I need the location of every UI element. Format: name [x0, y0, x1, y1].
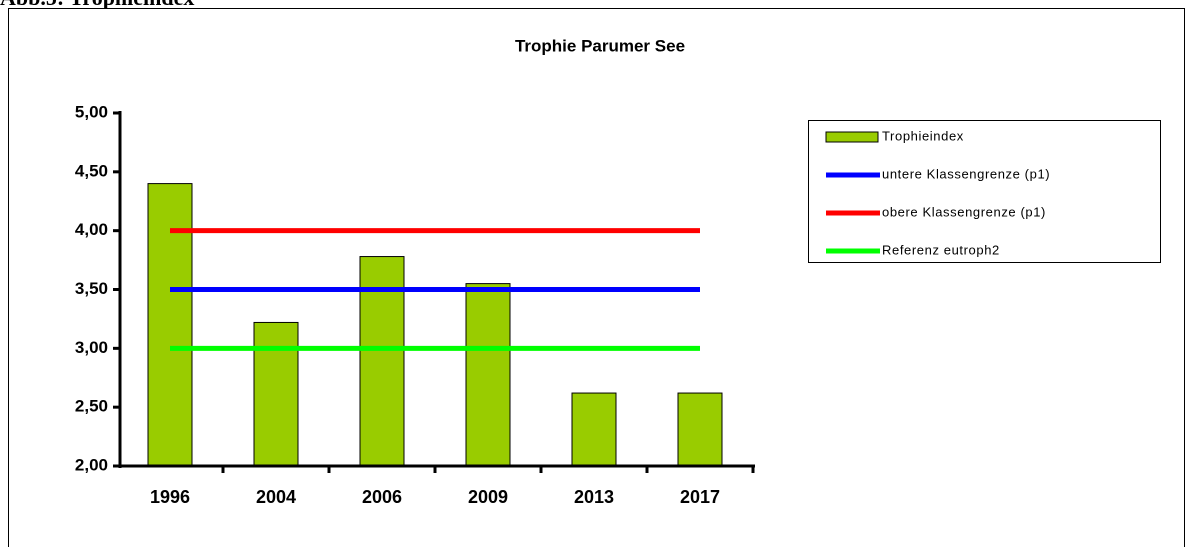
legend-box: [808, 120, 1161, 263]
bar: [465, 283, 511, 467]
x-tick-label: 1996: [150, 487, 190, 507]
y-tick-label: 2,00: [75, 455, 108, 474]
bar: [147, 183, 193, 467]
x-tick-label: 2006: [362, 487, 402, 507]
y-tick-label: 4,00: [75, 220, 108, 239]
x-tick-label: 2009: [468, 487, 508, 507]
y-tick-label: 5,00: [75, 102, 108, 121]
x-tick-label: 2004: [256, 487, 296, 507]
legend-label: Referenz eutroph2: [882, 242, 1000, 257]
bar: [571, 392, 617, 467]
chart-title: Trophie Parumer See: [515, 36, 685, 55]
legend-label: obere Klassengrenze (p1): [882, 204, 1046, 219]
legend-label: untere Klassengrenze (p1): [882, 166, 1050, 181]
y-tick-label: 3,00: [75, 338, 108, 357]
legend-swatch: [825, 131, 879, 143]
y-tick-label: 3,50: [75, 279, 108, 298]
x-tick-label: 2017: [680, 487, 720, 507]
bar: [253, 321, 299, 467]
figure-caption: Abb.5: Trophieindex: [0, 0, 194, 10]
x-tick-label: 2013: [574, 487, 614, 507]
y-tick-label: 4,50: [75, 161, 108, 180]
legend-label: Trophieindex: [882, 128, 964, 143]
bar: [677, 392, 723, 467]
y-tick-label: 2,50: [75, 397, 108, 416]
